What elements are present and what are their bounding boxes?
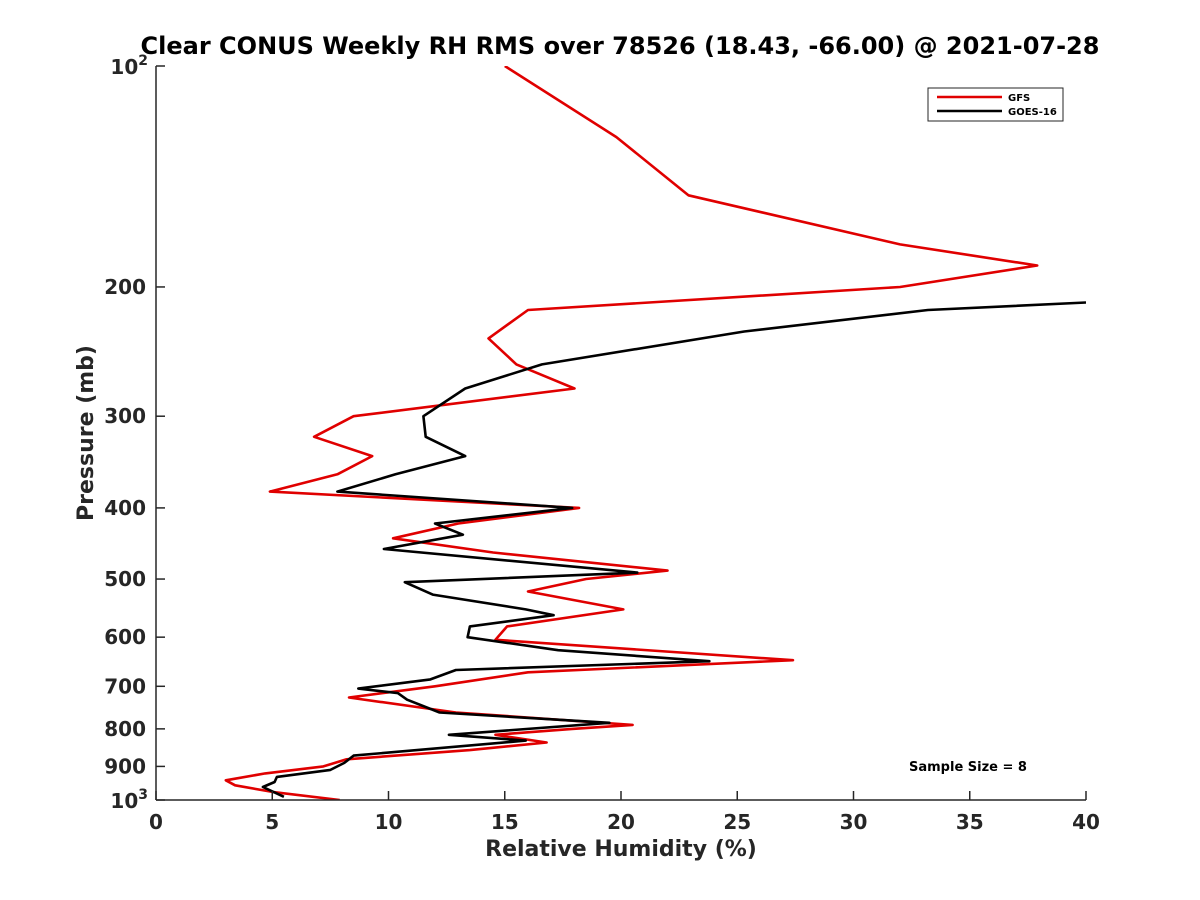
x-tick-label: 35 (956, 810, 984, 834)
legend: GFS GOES-16 (927, 87, 1064, 122)
y-tick-label: 300 (104, 404, 146, 428)
x-tick-label: 0 (149, 810, 163, 834)
legend-label-gfs: GFS (1008, 93, 1030, 104)
y-tick-label: 500 (104, 567, 146, 591)
x-tick-label: 5 (265, 810, 279, 834)
series-line-gfs (224, 66, 1039, 800)
x-ticks: 0 5 10 15 20 25 30 35 40 (149, 791, 1100, 834)
x-tick-label: 40 (1072, 810, 1100, 834)
legend-label-goes16: GOES-16 (1008, 107, 1057, 118)
y-axis-label: Pressure (mb) (74, 345, 99, 521)
y-tick-label: 700 (104, 674, 146, 698)
series-line-goes16 (261, 301, 1086, 798)
x-tick-label: 20 (607, 810, 635, 834)
y-tick-label: 800 (104, 717, 146, 741)
x-tick-label: 30 (840, 810, 868, 834)
y-tick-label: 102 (110, 53, 148, 79)
chart-title: Clear CONUS Weekly RH RMS over 78526 (18… (141, 32, 1100, 60)
x-axis-label: Relative Humidity (%) (485, 837, 757, 862)
y-ticks: 102 200 300 400 500 600 700 800 900 103 (104, 53, 165, 813)
sample-size-annotation: Sample Size = 8 (909, 760, 1027, 775)
y-tick-label: 600 (104, 625, 146, 649)
y-tick-label: 400 (104, 496, 146, 520)
axes (155, 66, 1086, 801)
plot-series-layer (224, 66, 1086, 800)
x-tick-label: 15 (491, 810, 519, 834)
legend-box (927, 87, 1064, 122)
x-tick-label: 10 (375, 810, 403, 834)
y-tick-label: 200 (104, 275, 146, 299)
y-tick-label: 900 (104, 754, 146, 778)
y-tick-label: 103 (110, 787, 148, 813)
x-tick-label: 25 (723, 810, 751, 834)
